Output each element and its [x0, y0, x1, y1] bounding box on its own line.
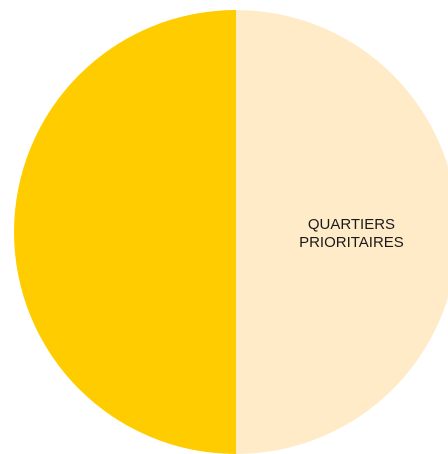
pie-labels: QUARTIERS PRIORITAIRES: [299, 216, 404, 251]
pie-slice-2: [14, 10, 236, 454]
pie-slice-label: QUARTIERS PRIORITAIRES: [299, 216, 404, 251]
pie-slice-label-line: PRIORITAIRES: [299, 234, 404, 251]
pie-slices: [14, 10, 448, 454]
pie-slice-1: [236, 10, 448, 454]
pie-slice-label-line: QUARTIERS: [308, 216, 395, 233]
